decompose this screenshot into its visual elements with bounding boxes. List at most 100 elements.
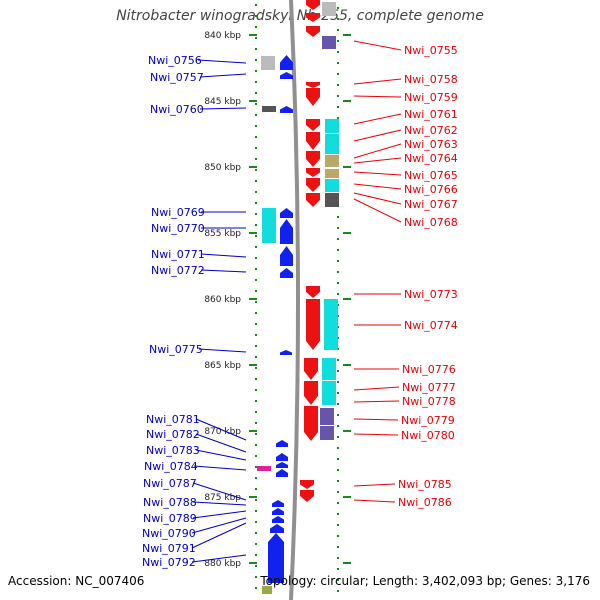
left-minor-tick xyxy=(255,367,257,369)
left-minor-tick xyxy=(255,488,257,490)
genome-backbone xyxy=(289,0,300,600)
right-minor-tick xyxy=(337,62,339,64)
right-leader-line xyxy=(353,95,402,98)
left-minor-tick xyxy=(255,510,257,512)
left-minor-tick xyxy=(255,246,257,248)
left-leader-line xyxy=(195,418,247,441)
forward-gene-arrow xyxy=(306,193,320,207)
left-minor-tick xyxy=(255,136,257,138)
right-minor-tick xyxy=(337,491,339,493)
left-minor-tick xyxy=(255,411,257,413)
major-tick-right xyxy=(343,430,351,432)
reverse-gene-box xyxy=(261,56,275,70)
forward-gene-arrow xyxy=(306,151,320,167)
forward-gene-arrow xyxy=(306,88,320,106)
left-gene-label: Nwi_0781 xyxy=(146,413,200,426)
left-gene-label: Nwi_0772 xyxy=(151,264,205,277)
right-minor-tick xyxy=(337,359,339,361)
tick-label: 845 kbp xyxy=(204,97,241,107)
left-minor-tick xyxy=(255,422,257,424)
left-minor-tick xyxy=(255,345,257,347)
left-leader-line xyxy=(195,433,247,453)
left-minor-tick xyxy=(255,268,257,270)
forward-gene-box xyxy=(322,36,336,49)
major-tick xyxy=(249,562,257,564)
tick-label: 880 kbp xyxy=(204,559,241,569)
right-gene-label: Nwi_0780 xyxy=(401,429,455,442)
major-tick-right xyxy=(343,100,351,102)
left-leader-line xyxy=(199,107,247,110)
left-gene-label: Nwi_0782 xyxy=(146,428,200,441)
right-gene-label: Nwi_0785 xyxy=(398,478,452,491)
left-minor-tick xyxy=(255,114,257,116)
right-minor-tick xyxy=(337,84,339,86)
right-minor-tick xyxy=(337,513,339,515)
backbone-line xyxy=(289,0,300,600)
left-minor-tick xyxy=(255,48,257,50)
right-leader-line xyxy=(353,386,400,391)
left-leader-line xyxy=(195,449,247,461)
reverse-gene-arrow xyxy=(276,469,288,477)
right-gene-label: Nwi_0766 xyxy=(404,183,458,196)
reverse-gene-arrow xyxy=(280,72,293,79)
forward-gene-arrow xyxy=(304,381,318,405)
reverse-gene-arrow xyxy=(280,219,293,244)
right-minor-tick xyxy=(337,271,339,273)
left-minor-tick xyxy=(255,389,257,391)
right-minor-tick xyxy=(337,95,339,97)
left-leader-line xyxy=(200,253,247,258)
forward-gene-arrow xyxy=(306,299,320,350)
left-minor-tick xyxy=(255,202,257,204)
left-minor-tick xyxy=(255,400,257,402)
left-minor-tick xyxy=(255,92,257,94)
right-minor-tick xyxy=(337,502,339,504)
right-gene-label: Nwi_0761 xyxy=(404,108,458,121)
forward-gene-box xyxy=(320,426,334,440)
major-tick-right xyxy=(343,496,351,498)
left-minor-tick xyxy=(255,235,257,237)
right-minor-tick xyxy=(337,524,339,526)
left-minor-tick xyxy=(255,279,257,281)
left-minor-tick xyxy=(255,433,257,435)
right-gene-label: Nwi_0768 xyxy=(404,216,458,229)
right-minor-tick xyxy=(337,29,339,31)
right-minor-tick xyxy=(337,293,339,295)
reverse-gene-arrow xyxy=(272,516,284,523)
left-gene-label: Nwi_0792 xyxy=(142,556,196,569)
forward-gene-arrow xyxy=(306,13,320,22)
right-minor-tick xyxy=(337,469,339,471)
left-minor-tick xyxy=(255,499,257,501)
right-gene-label: Nwi_0774 xyxy=(404,319,458,332)
right-leader-line xyxy=(353,418,399,421)
right-minor-tick xyxy=(337,392,339,394)
right-minor-tick xyxy=(337,590,339,592)
right-leader-line xyxy=(353,483,396,487)
right-gene-label: Nwi_0786 xyxy=(398,496,452,509)
left-gene-label: Nwi_0770 xyxy=(151,222,205,235)
left-leader-line xyxy=(197,59,247,64)
reverse-gene-arrow xyxy=(280,208,293,218)
right-leader-lines xyxy=(353,40,402,503)
forward-gene-box xyxy=(324,299,338,350)
reverse-gene-arrow xyxy=(276,462,288,468)
right-minor-tick xyxy=(337,403,339,405)
left-gene-label: Nwi_0757 xyxy=(150,71,204,84)
forward-gene-box xyxy=(325,193,339,207)
right-minor-tick xyxy=(337,106,339,108)
tick-label: 865 kbp xyxy=(204,361,241,371)
reverse-gene-box xyxy=(257,466,271,471)
left-minor-tick xyxy=(255,180,257,182)
page-title: Nitrobacter winogradskyi Nb-255, complet… xyxy=(116,8,484,24)
right-minor-tick xyxy=(337,51,339,53)
left-leader-line xyxy=(192,482,247,501)
forward-gene-arrow xyxy=(306,0,320,10)
right-gene-label: Nwi_0773 xyxy=(404,288,458,301)
right-leader-line xyxy=(353,113,402,125)
forward-gene-arrow xyxy=(306,132,320,150)
right-minor-tick xyxy=(337,117,339,119)
major-tick xyxy=(249,34,257,36)
forward-gene-arrow xyxy=(306,168,320,177)
left-minor-tick xyxy=(255,543,257,545)
left-gene-label: Nwi_0775 xyxy=(149,343,203,356)
